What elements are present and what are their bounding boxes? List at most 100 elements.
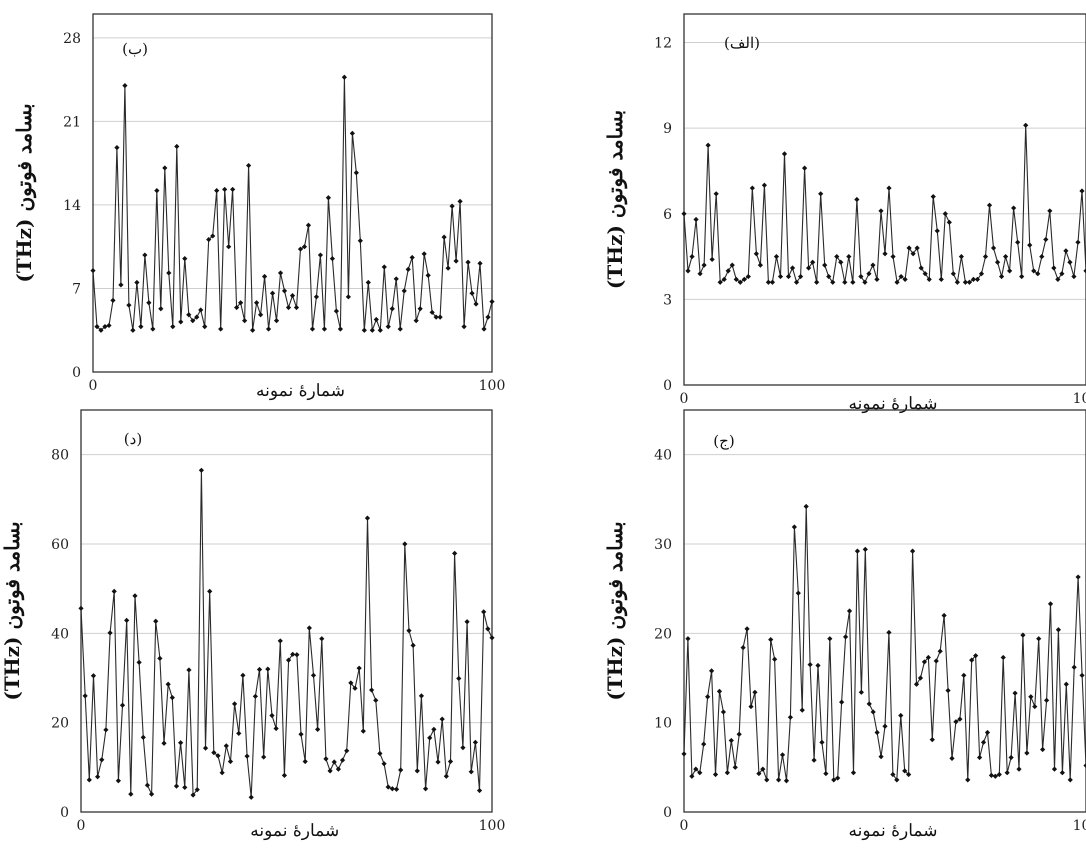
data-point bbox=[402, 541, 408, 547]
panel-title: (د) bbox=[124, 430, 142, 448]
data-point bbox=[406, 628, 412, 634]
data-point bbox=[980, 739, 987, 745]
data-point bbox=[142, 252, 148, 258]
y-tick-label: 0 bbox=[663, 378, 672, 394]
data-point bbox=[82, 693, 88, 699]
data-point bbox=[834, 253, 840, 260]
data-point bbox=[795, 590, 801, 596]
y-tick-label: 0 bbox=[663, 805, 672, 821]
data-point bbox=[937, 648, 943, 654]
y-tick-label: 7 bbox=[72, 281, 81, 297]
data-point bbox=[369, 687, 375, 693]
data-point bbox=[713, 191, 719, 197]
data-point bbox=[339, 757, 346, 763]
data-point bbox=[741, 276, 747, 283]
data-point bbox=[697, 770, 703, 776]
data-point bbox=[441, 234, 447, 240]
data-point bbox=[945, 687, 951, 694]
data-point bbox=[178, 319, 184, 325]
data-point bbox=[253, 300, 260, 306]
data-point bbox=[94, 324, 100, 330]
data-point bbox=[226, 244, 232, 250]
data-point bbox=[1075, 574, 1081, 580]
data-point bbox=[310, 672, 317, 678]
data-point bbox=[335, 766, 341, 772]
data-point bbox=[344, 748, 350, 754]
data-point bbox=[902, 276, 908, 283]
data-point bbox=[431, 726, 437, 732]
data-point bbox=[377, 750, 383, 757]
data-point bbox=[234, 304, 240, 311]
data-point bbox=[285, 304, 292, 311]
data-point bbox=[242, 318, 248, 324]
data-point bbox=[485, 626, 491, 632]
data-point bbox=[452, 550, 458, 556]
data-point bbox=[1027, 242, 1033, 248]
data-point bbox=[717, 279, 723, 285]
data-point bbox=[417, 306, 423, 312]
data-point bbox=[472, 739, 478, 745]
data-point bbox=[1067, 777, 1073, 783]
data-point bbox=[791, 524, 797, 530]
data-point bbox=[447, 758, 454, 765]
data-point bbox=[353, 170, 359, 176]
x-axis-label: شمارهٔ نمونه bbox=[849, 821, 938, 841]
data-point bbox=[1063, 248, 1069, 254]
data-point bbox=[174, 143, 180, 150]
data-point bbox=[301, 244, 308, 250]
data-point bbox=[827, 636, 833, 642]
x-tick-label: 0 bbox=[77, 818, 86, 834]
data-point bbox=[124, 617, 130, 623]
data-point bbox=[693, 766, 699, 772]
y-tick-label: 21 bbox=[63, 114, 81, 130]
data-point bbox=[230, 186, 236, 193]
data-point bbox=[978, 271, 985, 277]
data-point bbox=[768, 636, 774, 643]
data-point bbox=[862, 546, 868, 552]
data-point bbox=[797, 273, 804, 280]
data-point bbox=[752, 689, 758, 695]
data-point bbox=[102, 324, 108, 330]
data-point bbox=[449, 203, 455, 209]
data-point bbox=[906, 771, 912, 778]
data-point bbox=[198, 467, 204, 473]
data-point bbox=[745, 273, 751, 280]
x-tick-label: 0 bbox=[89, 378, 98, 394]
data-point bbox=[106, 322, 112, 329]
data-point bbox=[422, 786, 429, 792]
data-point bbox=[701, 262, 707, 268]
data-point bbox=[269, 712, 275, 719]
data-point bbox=[481, 326, 487, 332]
x-axis-label: شمارهٔ نمونه bbox=[250, 821, 339, 841]
data-point bbox=[976, 754, 983, 761]
data-point bbox=[785, 273, 792, 280]
panel-title: (ب) bbox=[122, 40, 148, 58]
data-point bbox=[211, 749, 217, 756]
data-point bbox=[154, 188, 160, 194]
data-point bbox=[373, 697, 379, 703]
data-point bbox=[858, 273, 864, 280]
data-point bbox=[119, 702, 126, 708]
data-point bbox=[810, 259, 816, 265]
data-point bbox=[277, 270, 284, 276]
data-point bbox=[99, 757, 105, 763]
data-point bbox=[886, 629, 892, 636]
x-tick-label: 100 bbox=[479, 818, 506, 834]
data-point bbox=[381, 264, 387, 270]
data-point bbox=[349, 130, 355, 136]
data-point bbox=[165, 681, 171, 687]
data-point bbox=[721, 276, 727, 283]
y-tick-label: 12 bbox=[654, 36, 672, 52]
data-point bbox=[850, 770, 857, 776]
data-point bbox=[277, 638, 283, 644]
data-point bbox=[789, 265, 796, 271]
data-point bbox=[803, 503, 809, 510]
data-point bbox=[365, 279, 371, 286]
data-point bbox=[261, 754, 267, 760]
data-point bbox=[138, 324, 144, 330]
data-point bbox=[410, 642, 416, 648]
data-point bbox=[232, 701, 238, 707]
data-point bbox=[337, 326, 343, 332]
data-point bbox=[697, 271, 703, 277]
data-point bbox=[222, 186, 228, 193]
